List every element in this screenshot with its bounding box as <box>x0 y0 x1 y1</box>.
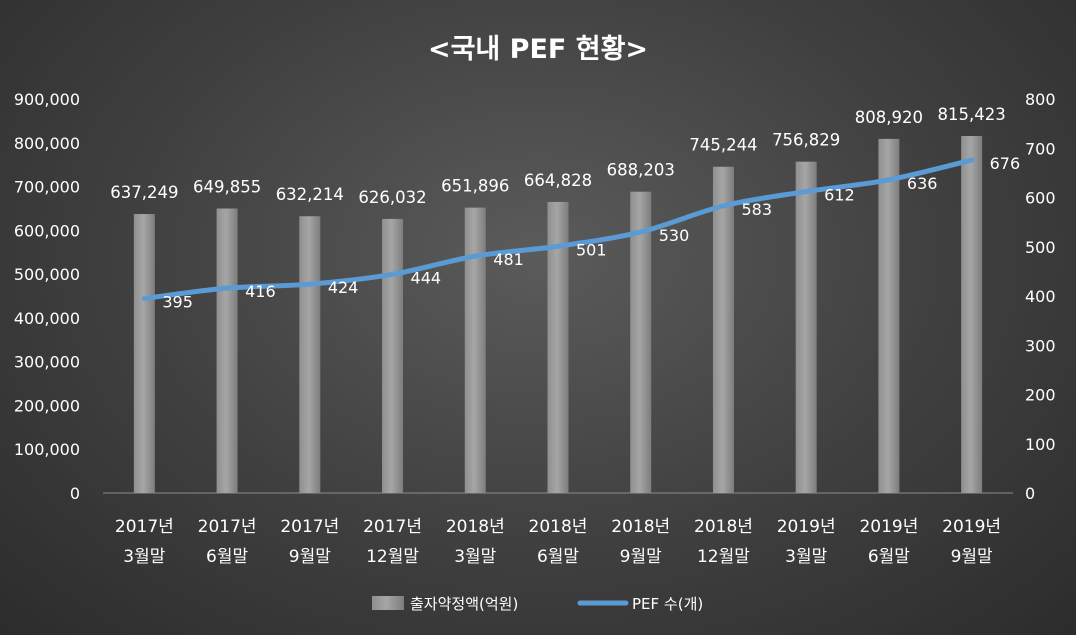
category-label: 2017년 <box>115 517 174 537</box>
bar <box>630 191 652 493</box>
left-tick-label: 100,000 <box>14 440 80 459</box>
category-label: 2018년 <box>694 517 753 537</box>
bar-data-label: 808,920 <box>855 108 923 127</box>
bar-data-label: 626,032 <box>358 188 426 207</box>
bar <box>216 208 238 493</box>
category-label: 2019년 <box>942 517 1001 537</box>
right-tick-label: 400 <box>1025 287 1056 306</box>
bar-data-label: 688,203 <box>607 161 675 180</box>
category-label: 2017년 <box>280 517 339 537</box>
right-axis: 0 100 200 300 400 500 600 700 800 <box>1025 90 1056 503</box>
right-tick-label: 800 <box>1025 90 1056 109</box>
category-label: 2018년 <box>611 517 670 537</box>
bar-data-label: 664,828 <box>524 171 592 190</box>
line-data-label: 395 <box>162 292 193 311</box>
bar <box>961 136 983 493</box>
category-label: 2018년 <box>529 517 588 537</box>
line-data-label: 416 <box>245 282 276 301</box>
category-label: 6월말 <box>537 547 579 567</box>
right-tick-label: 700 <box>1025 139 1056 158</box>
bar <box>795 161 817 494</box>
line-data-label: 612 <box>824 186 855 205</box>
left-axis: 0 100,000 200,000 300,000 400,000 500,000 600,… <box>14 90 1013 503</box>
left-tick-label: 500,000 <box>14 265 80 284</box>
category-label: 6월말 <box>206 547 248 567</box>
line-data-label: 481 <box>493 250 524 269</box>
bar <box>712 166 734 494</box>
right-tick-label: 500 <box>1025 238 1056 257</box>
legend-line-label: PEF 수(개) <box>632 595 703 613</box>
left-tick-label: 200,000 <box>14 396 80 415</box>
left-tick-label: 400,000 <box>14 309 80 328</box>
bar <box>464 207 486 493</box>
category-label: 6월말 <box>868 547 910 567</box>
right-tick-label: 600 <box>1025 189 1056 208</box>
left-tick-label: 700,000 <box>14 178 80 197</box>
category-label: 12월말 <box>697 547 750 567</box>
left-tick-label: 0 <box>70 484 80 503</box>
bar <box>547 201 569 494</box>
category-label: 2017년 <box>363 517 422 537</box>
pef-count-line <box>141 157 975 301</box>
line-data-label: 444 <box>411 268 442 287</box>
left-tick-label: 600,000 <box>14 221 80 240</box>
left-tick-label: 800,000 <box>14 134 80 153</box>
category-labels: 2017년 3월말 2017년 6월말 2017년 9월말 2017년 12월말 2018년 3월… <box>115 517 1001 567</box>
category-label: 3월말 <box>785 547 827 567</box>
category-label: 9월말 <box>951 547 993 567</box>
bar-series <box>133 136 983 494</box>
bar-data-label: 651,896 <box>441 177 509 196</box>
line-data-label: 501 <box>576 240 607 259</box>
line-data-label: 530 <box>659 226 690 245</box>
line-labels: 395 416 424 444 481 501 530 583 612 636 676 <box>162 154 1020 311</box>
category-label: 2017년 <box>198 517 257 537</box>
bar-data-label: 745,244 <box>689 136 757 155</box>
right-tick-label: 200 <box>1025 386 1056 405</box>
category-label: 2019년 <box>859 517 918 537</box>
left-tick-label: 300,000 <box>14 353 80 372</box>
bar-data-label: 649,855 <box>193 178 261 197</box>
category-label: 9월말 <box>620 547 662 567</box>
bar-data-label: 637,249 <box>110 183 178 202</box>
right-tick-label: 100 <box>1025 435 1056 454</box>
line-data-label: 424 <box>328 278 359 297</box>
left-tick-label: 900,000 <box>14 90 80 109</box>
bar-labels: 637,249 649,855 632,214 626,032 651,896 664,8… <box>110 105 1006 207</box>
bar <box>382 218 404 493</box>
legend-bar-swatch <box>372 596 404 610</box>
category-label: 9월말 <box>289 547 331 567</box>
right-tick-label: 0 <box>1025 484 1035 503</box>
bar-data-label: 632,214 <box>276 185 344 204</box>
legend: 출자약정액(억원) PEF 수(개) <box>372 595 703 613</box>
category-label: 2018년 <box>446 517 505 537</box>
chart-title: <국내 PEF 현황> <box>428 34 648 65</box>
line-data-label: 676 <box>990 154 1021 173</box>
legend-bar-label: 출자약정액(억원) <box>410 595 518 613</box>
category-label: 2019년 <box>777 517 836 537</box>
bar-data-label: 756,829 <box>772 131 840 150</box>
line-data-label: 636 <box>907 174 938 193</box>
bar <box>299 216 321 493</box>
bar <box>878 138 900 493</box>
category-label: 12월말 <box>366 547 419 567</box>
category-label: 3월말 <box>454 547 496 567</box>
category-label: 3월말 <box>123 547 165 567</box>
bar <box>133 214 155 493</box>
line-series <box>141 157 975 301</box>
right-tick-label: 300 <box>1025 336 1056 355</box>
bar-data-label: 815,423 <box>938 105 1006 124</box>
line-data-label: 583 <box>741 200 772 219</box>
